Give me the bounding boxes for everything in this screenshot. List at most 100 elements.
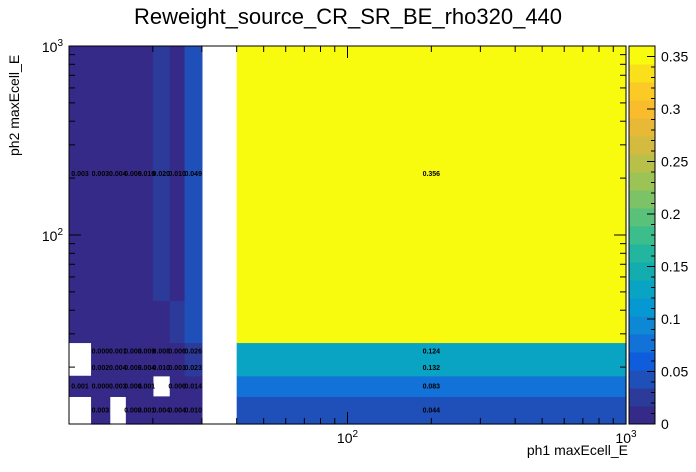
heatmap-cell <box>184 323 203 344</box>
heatmap-cell <box>140 359 154 377</box>
cell-value-label: 0.083 <box>423 384 441 391</box>
cell-value-label: 0.004 <box>109 171 127 178</box>
colorbar-segment <box>629 280 655 299</box>
heatmap-cell <box>109 323 127 344</box>
heatmap-cell <box>91 359 111 377</box>
colorbar-segment <box>629 154 655 173</box>
cell-value-label: 0.010 <box>168 171 186 178</box>
colorbar-tick-label: 0 <box>661 416 669 432</box>
heatmap-cell <box>91 46 111 302</box>
cell-value-label: 0.124 <box>423 348 441 355</box>
colorbar-tick-label: 0.05 <box>661 364 688 380</box>
heatmap-cell <box>109 359 127 377</box>
heatmap-cell <box>236 323 627 344</box>
heatmap-cell <box>140 396 154 425</box>
cell-value-label: 0.001 <box>168 365 186 372</box>
chart-title: Reweight_source_CR_SR_BE_rho320_440 <box>133 4 563 29</box>
heatmap-cell <box>91 375 111 397</box>
cell-value-label: 0.003 <box>124 365 142 372</box>
heatmap-cell <box>109 300 127 325</box>
colorbar-segment <box>629 100 655 119</box>
cell-value-label: 0.014 <box>184 384 202 391</box>
heatmap-cell <box>69 375 92 397</box>
colorbar-segment <box>629 226 655 245</box>
cell-value-label: 0.006 <box>124 171 142 178</box>
heatmap-cell <box>125 300 141 325</box>
colorbar-segment <box>629 136 655 155</box>
heatmap-cell <box>236 342 627 360</box>
cell-value-label: 0.003 <box>92 408 110 415</box>
cell-value-label: 0.004 <box>168 408 186 415</box>
x-tick-label: 103 <box>615 429 637 446</box>
cell-value-label: 0.004 <box>138 365 156 372</box>
cell-value-label: 0.003 <box>92 171 110 178</box>
heatmap-cell <box>140 46 154 302</box>
cell-value-label: 0.026 <box>184 348 202 355</box>
heatmap-cell <box>184 359 203 377</box>
heatmap-cell <box>125 375 141 397</box>
cell-value-label: 0.000 <box>92 348 110 355</box>
heatmap-cell <box>184 342 203 360</box>
heatmap-cell <box>140 375 154 397</box>
heatmap-cell <box>236 375 627 397</box>
colorbar-tick-label: 0.2 <box>661 206 681 222</box>
heatmap-cell <box>125 323 141 344</box>
y-axis: 102 103 <box>42 38 626 425</box>
x-axis-label: ph1 maxEcell_E <box>526 442 628 458</box>
cell-value-label: 0.002 <box>92 365 110 372</box>
heatmap-cell <box>125 396 141 425</box>
heatmap-cell <box>236 359 627 377</box>
colorbar-tick-label: 0.1 <box>661 311 681 327</box>
heatmap-cell <box>169 375 186 397</box>
cell-value-label: 0.006 <box>168 348 186 355</box>
cell-value-label: 0.003 <box>124 408 142 415</box>
cell-value-label: 0.010 <box>138 171 156 178</box>
x-axis: 102 103 <box>68 46 637 446</box>
heatmap-cell <box>109 375 127 397</box>
heatmap-cell <box>236 46 627 302</box>
colorbar-tick-label: 0.25 <box>661 154 688 170</box>
heatmap-cell <box>169 396 186 425</box>
heatmap-cell <box>152 46 171 302</box>
heatmap-cell <box>91 342 111 360</box>
heatmap-cell <box>169 342 186 360</box>
heatmap-cell <box>125 46 141 302</box>
colorbar-segment <box>629 64 655 83</box>
colorbar-tick-label: 0.15 <box>661 259 688 275</box>
colorbar-tick-label: 0.3 <box>661 101 681 117</box>
colorbar-segment <box>629 46 655 65</box>
heatmap-cells <box>69 46 627 425</box>
heatmap-cell <box>184 375 203 397</box>
heatmap-cell <box>184 46 203 302</box>
y-axis-label: ph2 maxEcell_E <box>6 54 22 156</box>
cell-value-label: 0.132 <box>423 365 441 372</box>
heatmap-cell <box>184 396 203 425</box>
heatmap-cell <box>152 300 171 325</box>
heatmap-cell <box>125 359 141 377</box>
colorbar-segment <box>629 388 655 407</box>
y-tick-label: 103 <box>42 38 64 55</box>
cell-value-label: 0.001 <box>71 384 89 391</box>
heatmap-cell <box>169 359 186 377</box>
cell-value-label: 0.023 <box>184 365 202 372</box>
cell-value-label: 0.010 <box>184 408 202 415</box>
heatmap-cell <box>91 323 111 344</box>
heatmap-cell <box>109 46 127 302</box>
colorbar-segment <box>629 352 655 371</box>
colorbar-segment <box>629 118 655 137</box>
heatmap-cell <box>236 300 627 325</box>
heatmap-cell <box>69 300 92 325</box>
cell-value-label: 0.010 <box>153 365 171 372</box>
cell-value-label: 0.001 <box>138 384 156 391</box>
colorbar-segment <box>629 208 655 227</box>
colorbar-segment <box>629 406 655 425</box>
heatmap-cell <box>169 323 186 344</box>
heatmap-cell <box>140 300 154 325</box>
heatmap-cell <box>140 342 154 360</box>
x-tick-label: 102 <box>337 429 359 446</box>
colorbar-segment <box>629 82 655 101</box>
cell-value-label: 0.049 <box>184 171 202 178</box>
colorbar: 0 0.05 0.1 0.15 0.2 0.25 0.3 0.35 <box>628 45 688 432</box>
colorbar-segment <box>629 190 655 209</box>
